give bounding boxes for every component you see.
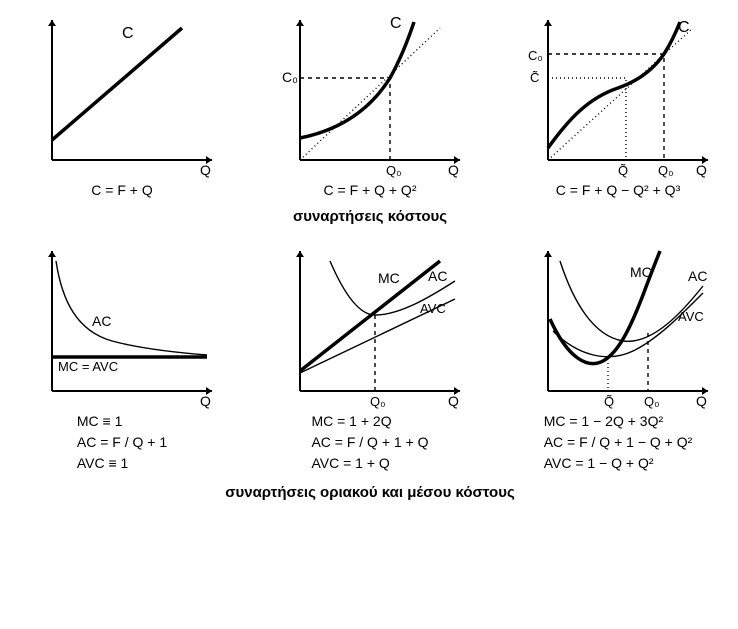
plot: AC MC = AVC Q [22, 241, 222, 411]
label: Q [696, 162, 707, 178]
equations: MC ≡ 1 AC = F / Q + 1 AVC ≡ 1 [77, 411, 167, 474]
label: MC [630, 264, 652, 280]
curve [56, 261, 207, 355]
label: Q [200, 393, 211, 409]
curve [548, 54, 664, 160]
panel-p12: C Q C₀ Q₀ C = F + Q + Q² [258, 10, 482, 198]
label: MC [378, 270, 400, 286]
panel-p22: MC AC AVC Q Q₀ MC = 1 + 2Q AC = F / Q + 1 + Q… [258, 241, 482, 474]
panel-p21: AC MC = AVC Q MC ≡ 1 AC = F / Q + 1 AVC ≡ 1 [10, 241, 234, 474]
label: Q [448, 162, 459, 178]
label: AC [92, 313, 111, 329]
equations: MC = 1 + 2Q AC = F / Q + 1 + Q AVC = 1 +… [311, 411, 428, 474]
panel-p13: C Q C₀ C̃ Q̃ Q₀ C = F + Q − Q² + Q³ [506, 10, 730, 198]
equations: MC = 1 − 2Q + 3Q² AC = F / Q + 1 − Q + Q… [544, 411, 693, 474]
panel-p11: CQC = F + Q [10, 10, 234, 198]
equation-caption: C = F + Q [91, 182, 152, 198]
label: AVC [420, 301, 446, 316]
label: MC = AVC [58, 359, 118, 374]
curve [300, 28, 440, 160]
label: Q₀ [370, 394, 386, 409]
label: Q₀ [658, 163, 674, 178]
label: C₀ [528, 48, 543, 63]
curve [548, 28, 693, 160]
label: Q̃ [618, 163, 628, 178]
plot: MC AC AVC Q Q₀ [270, 241, 470, 411]
label: C [678, 19, 690, 36]
label: C̃ [530, 70, 539, 85]
equation-caption: C = F + Q − Q² + Q³ [556, 182, 680, 198]
panel-p23: MC AC AVC Q Q̃ Q₀ MC = 1 − 2Q + 3Q² AC = F / Q… [506, 241, 730, 474]
plot: CQ [22, 10, 222, 180]
label: Q̃ [604, 394, 614, 409]
equation-caption: C = F + Q + Q² [324, 182, 417, 198]
label: Q₀ [644, 394, 660, 409]
section-title-cost: συναρτήσεις κόστους [10, 208, 730, 225]
label: AC [688, 268, 707, 284]
label: C [390, 15, 402, 32]
label: C [122, 25, 134, 42]
label: Q [200, 162, 211, 178]
label: Q₀ [386, 163, 402, 178]
plot: C Q C₀ C̃ Q̃ Q₀ [518, 10, 718, 180]
plot: MC AC AVC Q Q̃ Q₀ [518, 241, 718, 411]
curve [548, 22, 680, 148]
curve [52, 28, 182, 140]
plot: C Q C₀ Q₀ [270, 10, 470, 180]
label: Q [696, 393, 707, 409]
curve [300, 78, 390, 160]
section-title-marginal: συναρτήσεις οριακού και μέσου κόστους [10, 484, 730, 501]
label: AC [428, 268, 447, 284]
label: AVC [678, 309, 704, 324]
label: C₀ [282, 69, 298, 85]
curve [300, 22, 414, 138]
label: Q [448, 393, 459, 409]
curve [553, 293, 703, 357]
figure-grid: CQC = F + QCQC₀Q₀C = F + Q + Q²CQC₀C̃Q̃Q… [10, 10, 730, 509]
